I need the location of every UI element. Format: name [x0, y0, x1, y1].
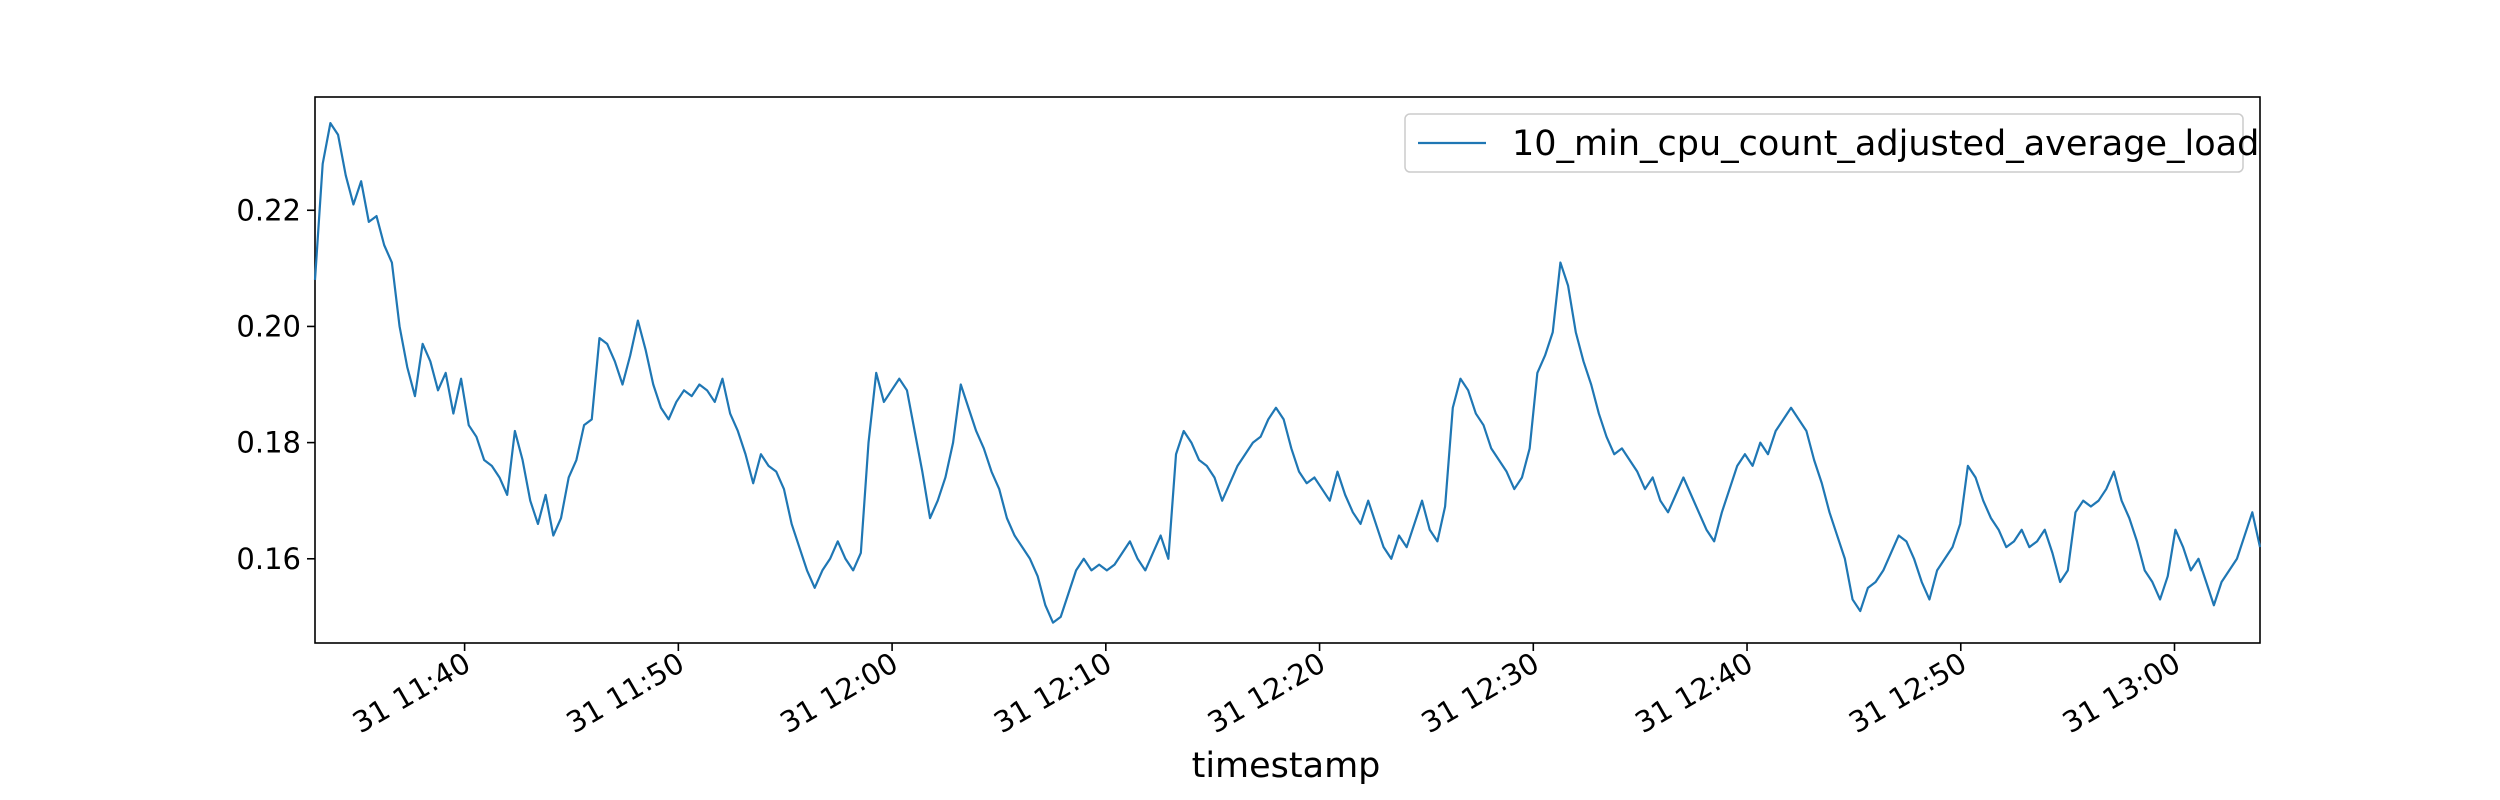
x-tick-label: 31 12:50 — [1843, 646, 1972, 740]
y-tick-label: 0.16 — [236, 542, 301, 576]
x-tick-label: 31 12:10 — [988, 646, 1117, 740]
y-axis: 0.16 0.18 0.20 0.22 — [236, 193, 315, 576]
x-tick-label: 31 13:00 — [2057, 646, 2186, 740]
x-tick-label: 31 12:40 — [1629, 646, 1758, 740]
plot-area — [313, 96, 2262, 644]
y-tick-label: 0.18 — [236, 426, 301, 460]
plot-frame — [314, 96, 2261, 644]
x-tick-label: 31 12:30 — [1415, 646, 1544, 740]
x-tick-label: 31 12:00 — [774, 646, 903, 740]
x-tick-label: 31 11:40 — [347, 646, 476, 740]
series-line-10-min-cpu-count-adjusted-average-load — [313, 122, 2262, 624]
x-tick-label: 31 11:50 — [561, 646, 690, 740]
y-tick-label: 0.22 — [236, 193, 301, 227]
y-tick-label: 0.20 — [236, 309, 301, 343]
legend-box — [1404, 113, 2244, 173]
x-axis-title: timestamp — [1192, 746, 1381, 786]
x-axis: 31 11:40 31 11:50 31 12:00 31 12:10 31 12:20… — [347, 643, 2186, 740]
legend-label: 10_min_cpu_count_adjusted_average_load — [1512, 124, 2259, 164]
legend: 10_min_cpu_count_adjusted_average_load — [1404, 113, 2259, 173]
x-tick-label: 31 12:20 — [1202, 646, 1331, 740]
